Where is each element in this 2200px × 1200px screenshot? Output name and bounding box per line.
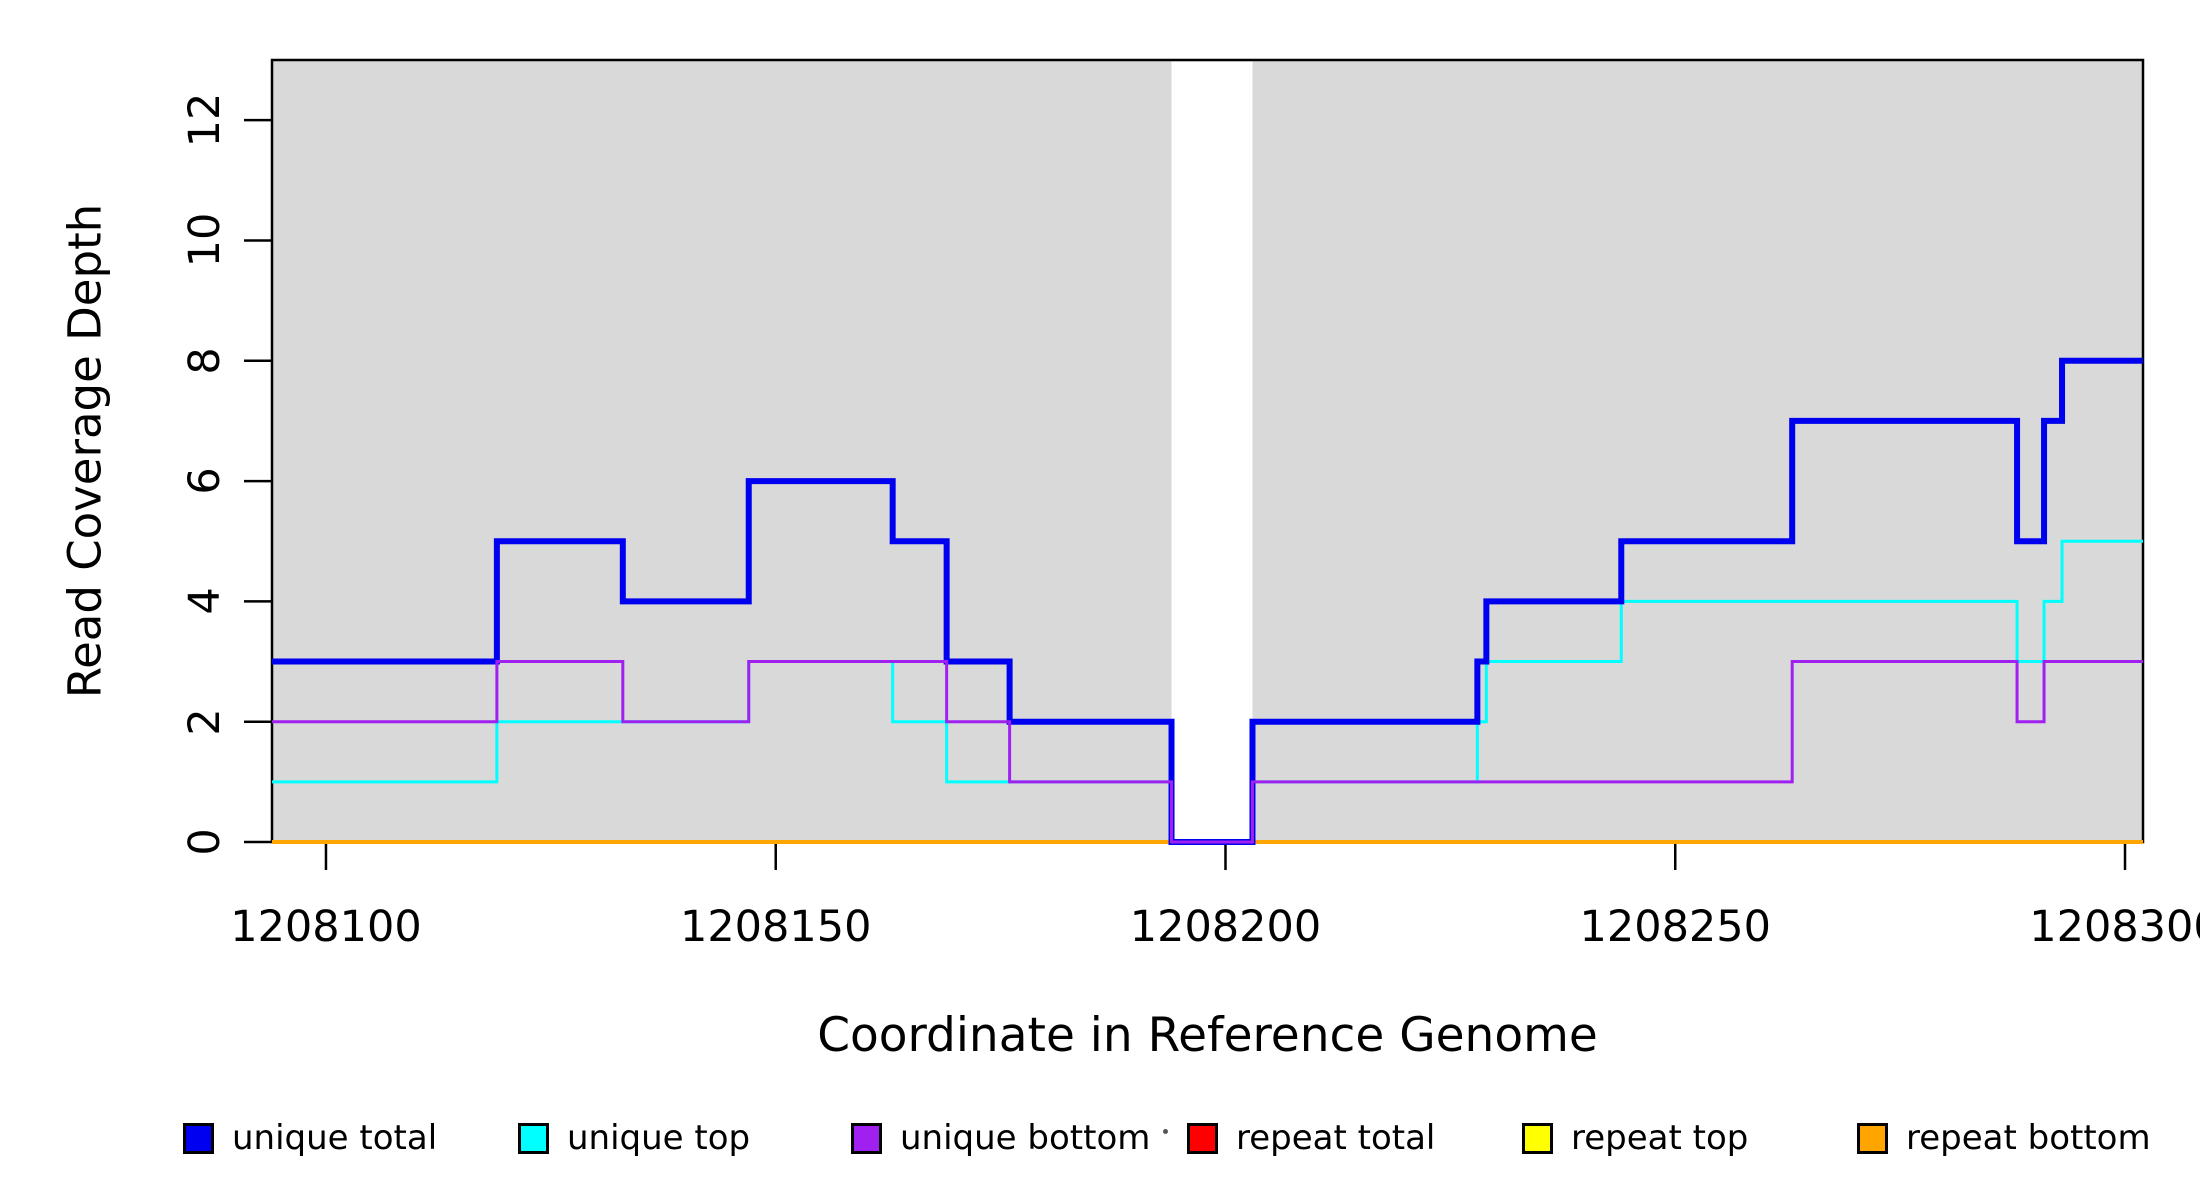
legend-item-unique-bottom: unique bottom (851, 1118, 1150, 1158)
series-unique-bottom (272, 660, 2143, 844)
legend-swatch-icon (183, 1122, 214, 1154)
x-tick-label: 1208200 (1129, 902, 1322, 952)
legend-swatch-icon (1187, 1122, 1218, 1154)
legend-label: unique bottom (900, 1118, 1151, 1158)
y-axis-title: Read Coverage Depth (58, 203, 112, 699)
legend-label: unique total (232, 1118, 438, 1158)
x-tick-label: 1208250 (1579, 902, 1772, 952)
y-tick-label: 0 (180, 828, 230, 856)
legend-swatch-icon (1522, 1122, 1553, 1154)
legend-item-unique-top: unique top (518, 1118, 750, 1158)
missing-data-band (1171, 61, 1253, 842)
legend-label: repeat total (1236, 1118, 1436, 1158)
y-tick-label: 6 (180, 467, 230, 495)
legend-swatch-icon (851, 1122, 882, 1154)
y-tick-label: 12 (180, 92, 230, 148)
legend-item-unique-total: unique total (183, 1118, 437, 1158)
legend-label: repeat bottom (1906, 1118, 2151, 1158)
legend-swatch-icon (1857, 1122, 1888, 1154)
x-axis-title: Coordinate in Reference Genome (817, 1008, 1598, 1063)
legend-item-repeat-total: repeat total (1187, 1118, 1435, 1158)
y-tick-label: 4 (180, 587, 230, 616)
legend-swatch-icon (518, 1122, 549, 1154)
y-tick-label: 10 (180, 213, 230, 268)
x-tick-label: 1208150 (679, 902, 872, 952)
y-tick-label: 2 (180, 708, 230, 736)
x-tick-label: 1208100 (230, 902, 422, 952)
stray-dot (1163, 1129, 1168, 1134)
legend-item-repeat-bottom: repeat bottom (1857, 1118, 2151, 1158)
y-tick-label: 8 (180, 347, 230, 375)
legend-label: unique top (567, 1118, 751, 1158)
legend-item-repeat-top: repeat top (1522, 1118, 1748, 1158)
legend-label: repeat top (1571, 1118, 1749, 1158)
